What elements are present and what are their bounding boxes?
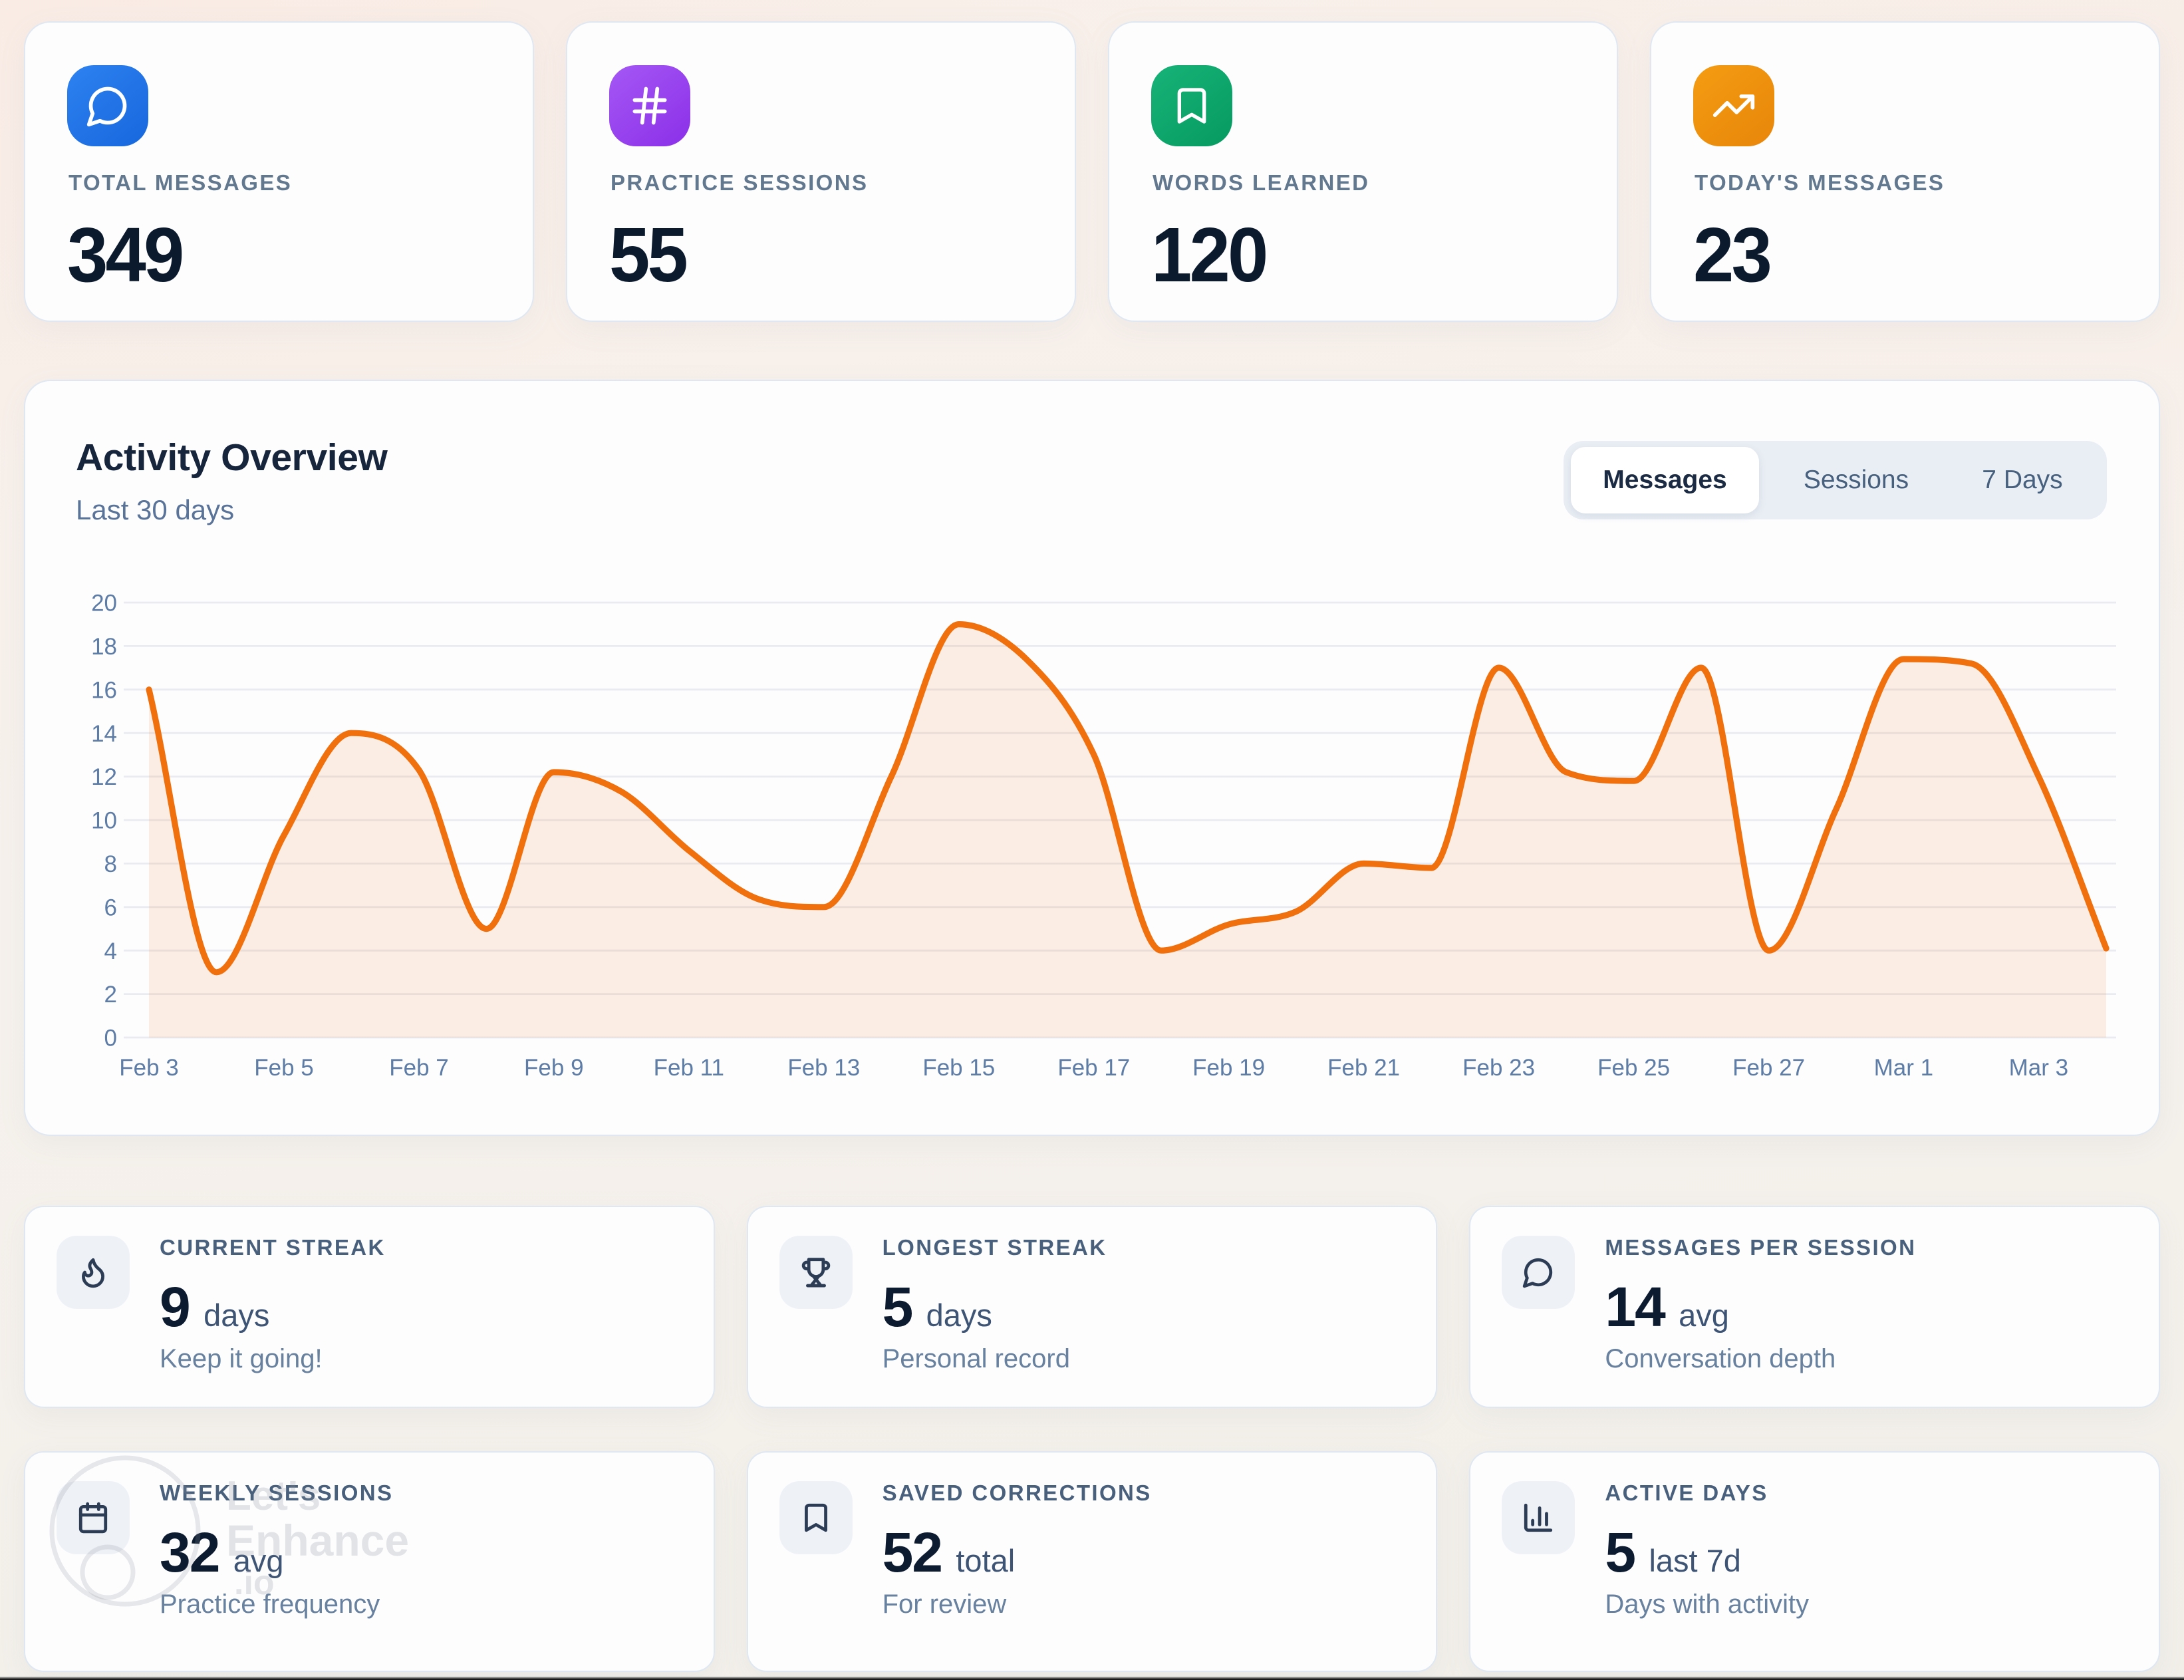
svg-text:Feb 9: Feb 9 — [524, 1055, 584, 1081]
svg-text:2: 2 — [104, 982, 117, 1008]
svg-text:Mar 3: Mar 3 — [2009, 1055, 2068, 1081]
svg-text:Feb 21: Feb 21 — [1327, 1055, 1400, 1081]
svg-text:Feb 5: Feb 5 — [254, 1055, 314, 1081]
svg-text:18: 18 — [91, 634, 117, 660]
svg-text:Feb 7: Feb 7 — [389, 1055, 449, 1081]
svg-text:12: 12 — [91, 764, 117, 790]
svg-text:14: 14 — [91, 721, 117, 747]
svg-text:Feb 15: Feb 15 — [922, 1055, 995, 1081]
svg-text:4: 4 — [104, 938, 117, 964]
svg-text:Feb 23: Feb 23 — [1462, 1055, 1535, 1081]
svg-text:6: 6 — [104, 895, 117, 920]
svg-text:Feb 17: Feb 17 — [1057, 1055, 1130, 1081]
svg-text:0: 0 — [104, 1026, 117, 1051]
svg-text:Feb 25: Feb 25 — [1597, 1055, 1670, 1081]
svg-text:10: 10 — [91, 808, 117, 834]
svg-text:Feb 13: Feb 13 — [787, 1055, 860, 1081]
svg-text:Feb 11: Feb 11 — [654, 1055, 724, 1081]
svg-text:Mar 1: Mar 1 — [1874, 1055, 1933, 1081]
svg-text:20: 20 — [91, 591, 117, 617]
svg-text:Feb 19: Feb 19 — [1192, 1055, 1265, 1081]
svg-text:Feb 27: Feb 27 — [1732, 1055, 1805, 1081]
svg-text:8: 8 — [104, 851, 117, 877]
svg-text:Feb 3: Feb 3 — [119, 1055, 179, 1081]
svg-text:16: 16 — [91, 677, 117, 703]
